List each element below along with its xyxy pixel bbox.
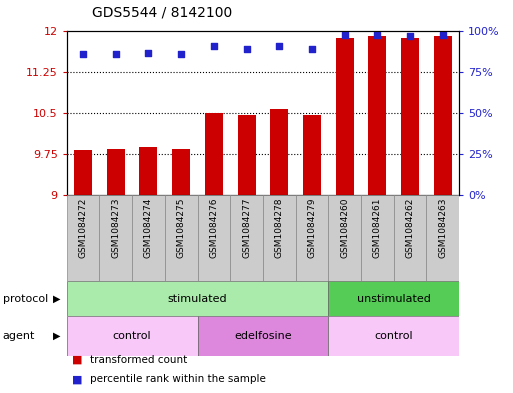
Bar xyxy=(107,149,125,195)
Bar xyxy=(67,316,198,356)
Bar xyxy=(67,281,328,316)
Point xyxy=(439,31,447,38)
Point xyxy=(79,51,87,57)
Point xyxy=(243,46,251,53)
Text: control: control xyxy=(374,331,413,341)
Text: GSM1084279: GSM1084279 xyxy=(307,197,317,258)
Bar xyxy=(361,195,394,281)
Bar xyxy=(401,38,419,195)
Point xyxy=(406,33,414,39)
Text: GSM1084273: GSM1084273 xyxy=(111,197,120,258)
Text: transformed count: transformed count xyxy=(90,354,187,365)
Bar xyxy=(100,195,132,281)
Bar xyxy=(198,195,230,281)
Text: GSM1084261: GSM1084261 xyxy=(373,197,382,258)
Point xyxy=(144,50,152,56)
Text: GSM1084276: GSM1084276 xyxy=(209,197,219,258)
Bar xyxy=(434,36,452,195)
Bar xyxy=(140,147,157,195)
Point xyxy=(308,46,316,53)
Text: GSM1084274: GSM1084274 xyxy=(144,197,153,257)
Point xyxy=(112,51,120,57)
Bar xyxy=(328,316,459,356)
Point xyxy=(275,43,283,49)
Bar xyxy=(328,281,459,316)
Bar xyxy=(270,109,288,195)
Text: unstimulated: unstimulated xyxy=(357,294,431,304)
Text: GDS5544 / 8142100: GDS5544 / 8142100 xyxy=(92,6,232,20)
Text: control: control xyxy=(113,331,151,341)
Text: GSM1084278: GSM1084278 xyxy=(275,197,284,258)
Text: ■: ■ xyxy=(72,354,82,365)
Text: percentile rank within the sample: percentile rank within the sample xyxy=(90,374,266,384)
Point xyxy=(210,43,218,49)
Bar xyxy=(230,195,263,281)
Text: GSM1084275: GSM1084275 xyxy=(176,197,186,258)
Bar xyxy=(238,115,255,195)
Text: stimulated: stimulated xyxy=(168,294,227,304)
Text: ■: ■ xyxy=(72,374,82,384)
Bar xyxy=(198,316,328,356)
Text: GSM1084277: GSM1084277 xyxy=(242,197,251,258)
Point xyxy=(373,31,382,38)
Bar xyxy=(394,195,426,281)
Text: GSM1084272: GSM1084272 xyxy=(78,197,88,257)
Bar xyxy=(205,113,223,195)
Text: agent: agent xyxy=(3,331,35,341)
Bar xyxy=(328,195,361,281)
Text: ▶: ▶ xyxy=(53,331,60,341)
Point xyxy=(341,31,349,38)
Bar xyxy=(368,36,386,195)
Bar xyxy=(172,149,190,195)
Bar xyxy=(74,150,92,195)
Bar xyxy=(303,115,321,195)
Text: ▶: ▶ xyxy=(53,294,60,304)
Text: protocol: protocol xyxy=(3,294,48,304)
Bar xyxy=(132,195,165,281)
Bar xyxy=(67,195,100,281)
Text: GSM1084260: GSM1084260 xyxy=(340,197,349,258)
Bar xyxy=(336,38,353,195)
Bar xyxy=(295,195,328,281)
Text: GSM1084262: GSM1084262 xyxy=(406,197,415,257)
Point xyxy=(177,51,185,57)
Bar xyxy=(263,195,295,281)
Bar xyxy=(165,195,198,281)
Text: GSM1084263: GSM1084263 xyxy=(438,197,447,258)
Text: edelfosine: edelfosine xyxy=(234,331,292,341)
Bar xyxy=(426,195,459,281)
